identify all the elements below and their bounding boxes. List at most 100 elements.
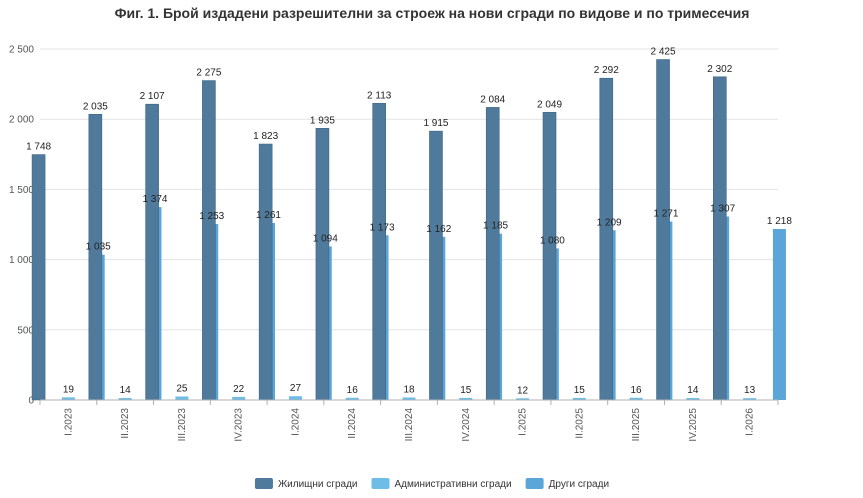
x-tick-label: III.2023 xyxy=(177,408,188,442)
x-tick-label: III.2024 xyxy=(404,408,415,442)
data-label: 22 xyxy=(233,384,245,395)
data-label: 2 302 xyxy=(707,64,732,75)
data-labels: 1 748 19 1 035 2 035 14 1 374 2 107 25 1 253 2 27… xyxy=(26,47,792,397)
bar xyxy=(656,59,670,401)
bar xyxy=(315,128,330,401)
bars xyxy=(31,59,786,401)
data-label: 16 xyxy=(631,385,643,396)
data-label: 15 xyxy=(460,385,472,396)
data-label: 1 218 xyxy=(767,216,792,227)
data-label: 14 xyxy=(687,385,699,396)
bar xyxy=(145,103,159,401)
data-label: 18 xyxy=(403,384,415,395)
bar xyxy=(118,398,132,400)
data-label: 14 xyxy=(120,385,132,396)
data-label: 12 xyxy=(517,385,529,396)
bar xyxy=(372,103,386,401)
y-tick-label: 1 500 xyxy=(9,185,34,196)
bar xyxy=(258,143,273,401)
bar xyxy=(572,397,586,400)
bar xyxy=(629,397,643,400)
bar xyxy=(402,397,416,400)
bar xyxy=(31,154,46,401)
data-label: 1 253 xyxy=(199,211,224,222)
bar xyxy=(516,398,530,400)
data-label: 1 935 xyxy=(310,115,335,126)
data-label: 1 261 xyxy=(256,210,281,221)
x-tick-label: II.2023 xyxy=(120,408,131,439)
legend-item[interactable]: Жилищни сгради xyxy=(254,478,358,490)
bar xyxy=(772,228,786,400)
x-tick-label: I.2026 xyxy=(745,408,756,436)
bar xyxy=(232,396,246,400)
bar xyxy=(345,397,359,400)
bar xyxy=(88,113,103,401)
legend-swatch xyxy=(254,478,273,489)
y-tick-label: 2 500 xyxy=(9,45,34,56)
data-label: 2 107 xyxy=(140,91,165,102)
bar xyxy=(288,396,302,400)
bar xyxy=(713,76,727,401)
bar xyxy=(743,398,757,400)
bar xyxy=(175,396,189,400)
bar xyxy=(61,397,75,400)
data-label: 1 823 xyxy=(253,131,278,142)
data-label: 2 035 xyxy=(83,101,108,112)
x-tick-label: IV.2024 xyxy=(461,408,472,442)
data-label: 2 275 xyxy=(196,68,221,79)
data-label: 1 173 xyxy=(370,222,395,233)
legend-item[interactable]: Други сгради xyxy=(525,478,609,490)
y-tick-label: 1 000 xyxy=(9,255,34,266)
y-tick-label: 2 000 xyxy=(9,115,34,126)
x-tick-label: II.2025 xyxy=(574,408,585,439)
data-label: 15 xyxy=(574,385,586,396)
data-label: 1 271 xyxy=(653,209,678,220)
gridlines xyxy=(40,48,778,331)
data-label: 1 094 xyxy=(313,233,338,244)
data-label: 13 xyxy=(744,385,756,396)
data-label: 19 xyxy=(63,384,75,395)
data-label: 2 049 xyxy=(537,99,562,110)
x-tick-label: III.2025 xyxy=(631,408,642,442)
chart-title: Фиг. 1. Брой издадени разрешителни за ст… xyxy=(115,5,750,21)
data-label: 1 080 xyxy=(540,235,565,246)
x-tick-label: II.2024 xyxy=(347,408,358,439)
data-label: 2 292 xyxy=(594,65,619,76)
data-label: 1 748 xyxy=(26,142,51,153)
x-tick-label: IV.2025 xyxy=(688,408,699,442)
y-axis-ticks: 0 500 1 000 1 500 2 000 2 500 xyxy=(9,45,34,407)
x-tick-label: I.2023 xyxy=(63,408,74,436)
legend-label: Жилищни сгради xyxy=(278,479,358,490)
y-tick-label: 500 xyxy=(17,325,34,336)
bar xyxy=(542,112,557,401)
legend-swatch xyxy=(371,478,390,489)
data-label: 16 xyxy=(347,385,359,396)
legend-swatch xyxy=(525,478,544,489)
data-label: 27 xyxy=(290,383,302,394)
legend-item[interactable]: Административни сгради xyxy=(371,478,512,490)
data-label: 1 185 xyxy=(483,221,508,232)
legend: Жилищни сгради Административни сгради Друг… xyxy=(254,478,609,490)
data-label: 1 162 xyxy=(426,224,451,235)
data-label: 25 xyxy=(176,383,188,394)
bar xyxy=(202,80,216,401)
legend-label: Административни сгради xyxy=(394,479,511,490)
bar xyxy=(429,130,443,401)
bar xyxy=(459,397,473,400)
bar xyxy=(599,77,614,401)
x-tick-label: IV.2023 xyxy=(234,408,245,442)
data-label: 2 425 xyxy=(651,47,676,58)
legend-label: Други сгради xyxy=(549,479,609,490)
data-label: 2 084 xyxy=(480,94,505,105)
x-axis-ticks: I.2023 II.2023 III.2023 IV.2023 I.2024 II.202… xyxy=(39,400,779,442)
data-label: 1 374 xyxy=(142,194,167,205)
bar xyxy=(485,107,500,401)
bar xyxy=(686,398,700,400)
x-tick-label: I.2025 xyxy=(518,408,529,436)
data-label: 1 307 xyxy=(710,203,735,214)
data-label: 1 915 xyxy=(423,118,448,129)
data-label: 1 209 xyxy=(597,217,622,228)
x-tick-label: I.2024 xyxy=(290,408,301,436)
data-label: 1 035 xyxy=(86,242,111,253)
